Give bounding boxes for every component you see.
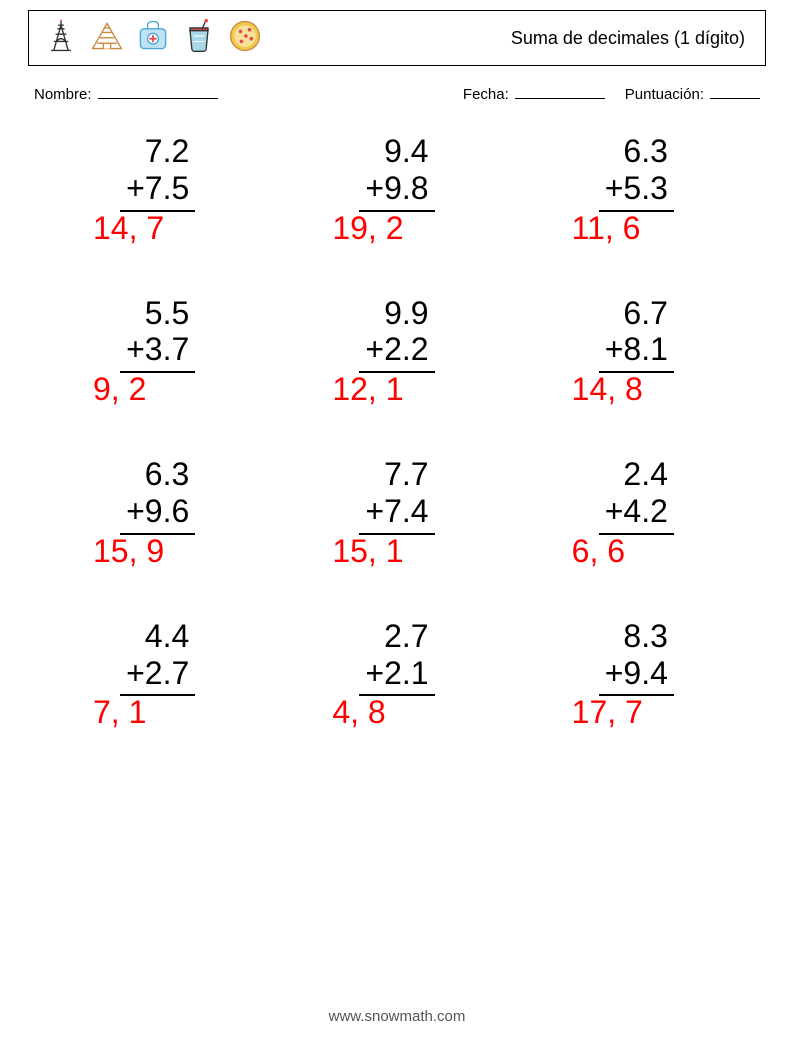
date-blank[interactable] xyxy=(515,84,605,99)
pyramid-icon xyxy=(89,18,125,59)
problem-stack: 6.3+9.6 xyxy=(120,456,195,535)
addend-bottom: +7.4 xyxy=(359,493,434,530)
addend-bottom: +7.5 xyxy=(120,170,195,207)
addend-top: 2.7 xyxy=(359,618,434,655)
answer: 11, 6 xyxy=(517,210,641,247)
problem-stack: 9.9+2.2 xyxy=(359,295,434,374)
answer: 15, 9 xyxy=(38,533,164,570)
problem: 4.4+2.77, 1 xyxy=(38,618,277,732)
problem: 6.3+9.615, 9 xyxy=(38,456,277,570)
problem: 2.7+2.14, 8 xyxy=(277,618,516,732)
addend-bottom: +9.4 xyxy=(599,655,674,692)
addend-top: 9.4 xyxy=(359,133,434,170)
addend-top: 9.9 xyxy=(359,295,434,332)
eiffel-icon xyxy=(43,18,79,59)
problem: 7.7+7.415, 1 xyxy=(277,456,516,570)
problem: 8.3+9.417, 7 xyxy=(517,618,756,732)
score-blank[interactable] xyxy=(710,84,760,99)
problem-stack: 9.4+9.8 xyxy=(359,133,434,212)
problem-stack: 2.4+4.2 xyxy=(599,456,674,535)
problem-stack: 4.4+2.7 xyxy=(120,618,195,697)
addend-bottom: +8.1 xyxy=(599,331,674,368)
addend-top: 6.3 xyxy=(120,456,195,493)
score-label: Puntuación: xyxy=(625,86,704,103)
problem-stack: 5.5+3.7 xyxy=(120,295,195,374)
header-box: Suma de decimales (1 dígito) xyxy=(28,10,766,66)
addend-top: 7.7 xyxy=(359,456,434,493)
answer: 7, 1 xyxy=(38,694,146,731)
date-label: Fecha: xyxy=(463,86,509,103)
problem-stack: 6.7+8.1 xyxy=(599,295,674,374)
cup-icon xyxy=(181,18,217,59)
answer: 14, 7 xyxy=(38,210,164,247)
addend-bottom: +9.6 xyxy=(120,493,195,530)
problem-stack: 2.7+2.1 xyxy=(359,618,434,697)
answer: 4, 8 xyxy=(277,694,385,731)
addend-top: 6.3 xyxy=(599,133,674,170)
problem: 9.9+2.212, 1 xyxy=(277,295,516,409)
answer: 12, 1 xyxy=(277,371,403,408)
footer-url: www.snowmath.com xyxy=(0,1008,794,1025)
problem: 9.4+9.819, 2 xyxy=(277,133,516,247)
problem-stack: 6.3+5.3 xyxy=(599,133,674,212)
name-label: Nombre: xyxy=(34,86,92,103)
answer: 14, 8 xyxy=(517,371,643,408)
addend-bottom: +5.3 xyxy=(599,170,674,207)
addend-top: 2.4 xyxy=(599,456,674,493)
problem: 6.3+5.311, 6 xyxy=(517,133,756,247)
problem: 6.7+8.114, 8 xyxy=(517,295,756,409)
addend-top: 6.7 xyxy=(599,295,674,332)
addend-bottom: +4.2 xyxy=(599,493,674,530)
addend-bottom: +3.7 xyxy=(120,331,195,368)
problem: 2.4+4.26, 6 xyxy=(517,456,756,570)
answer: 9, 2 xyxy=(38,371,146,408)
answer: 6, 6 xyxy=(517,533,625,570)
answer: 19, 2 xyxy=(277,210,403,247)
problem-stack: 7.2+7.5 xyxy=(120,133,195,212)
pizza-icon xyxy=(227,18,263,59)
addend-top: 8.3 xyxy=(599,618,674,655)
answer: 15, 1 xyxy=(277,533,403,570)
addend-bottom: +9.8 xyxy=(359,170,434,207)
header-icons xyxy=(43,18,263,59)
problems-grid: 7.2+7.514, 79.4+9.819, 26.3+5.311, 65.5+… xyxy=(28,133,766,731)
addend-bottom: +2.7 xyxy=(120,655,195,692)
worksheet-title: Suma de decimales (1 dígito) xyxy=(511,28,751,49)
problem: 7.2+7.514, 7 xyxy=(38,133,277,247)
problem: 5.5+3.79, 2 xyxy=(38,295,277,409)
medkit-icon xyxy=(135,18,171,59)
name-blank[interactable] xyxy=(98,84,218,99)
addend-bottom: +2.1 xyxy=(359,655,434,692)
addend-top: 5.5 xyxy=(120,295,195,332)
answer: 17, 7 xyxy=(517,694,643,731)
addend-bottom: +2.2 xyxy=(359,331,434,368)
meta-row: Nombre: Fecha: Puntuación: xyxy=(34,84,760,103)
problem-stack: 7.7+7.4 xyxy=(359,456,434,535)
addend-top: 4.4 xyxy=(120,618,195,655)
problem-stack: 8.3+9.4 xyxy=(599,618,674,697)
addend-top: 7.2 xyxy=(120,133,195,170)
